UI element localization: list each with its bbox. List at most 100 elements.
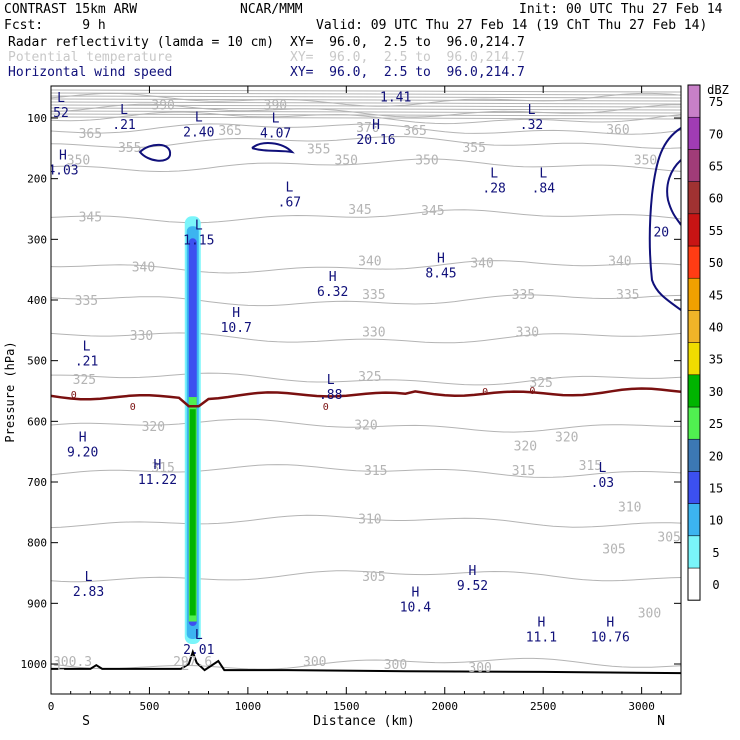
- theta-label: 340: [470, 256, 493, 271]
- field-name-theta: Potential temperature: [8, 50, 173, 65]
- colorbar-title: dBZ: [707, 83, 729, 97]
- theta-label: 330: [362, 326, 385, 341]
- wind-extremum-value: 11.1: [526, 631, 557, 646]
- colorbar-swatch: [687, 342, 701, 376]
- theta-label: 370: [356, 121, 379, 136]
- theta-label: 330: [516, 326, 539, 341]
- x-tick-label: 500: [140, 700, 160, 713]
- theta-label: 350: [415, 153, 438, 168]
- theta-label: 355: [307, 142, 330, 157]
- wind-extremum-marker: H: [79, 431, 87, 446]
- y-tick-label: 500: [27, 355, 47, 368]
- wind-extremum-marker: L: [85, 570, 93, 585]
- wind-extremum-marker: L: [195, 628, 203, 643]
- init-time: Init: 00 UTC Thu 27 Feb 14: [519, 2, 723, 17]
- wind-extremum-marker: L: [539, 167, 547, 182]
- zero-contour-label: 0: [71, 390, 77, 401]
- wind-extremum-value: 9.52: [457, 579, 488, 594]
- wind-extremum-marker: H: [437, 252, 445, 267]
- colorbar-level-label: 35: [709, 353, 723, 367]
- zero-contour-label: 0: [323, 402, 329, 413]
- theta-label: 355: [462, 141, 485, 156]
- theta-label: 325: [73, 373, 96, 388]
- field-name-reflectivity: Radar reflectivity (lamda = 10 cm): [8, 35, 275, 50]
- theta-upper-isentrope: [51, 89, 681, 93]
- theta-isentrope-300: [51, 657, 681, 670]
- wind-extremum-value: .21: [112, 118, 135, 133]
- field-xy-theta: XY= 96.0, 2.5 to 96.0,214.7: [290, 50, 525, 65]
- x-end-label-north: N: [657, 714, 665, 729]
- theta-label: 345: [79, 210, 102, 225]
- wind-extremum-marker: L: [528, 103, 536, 118]
- wind-extremum-marker: H: [537, 616, 545, 631]
- forecast-hour: Fcst: 9 h: [4, 18, 106, 33]
- wind-extremum-value: 2.83: [73, 585, 104, 600]
- y-tick-label: 200: [27, 173, 47, 186]
- wind-extremum-marker: H: [411, 585, 419, 600]
- theta-label: 345: [348, 203, 371, 218]
- theta-label: 330: [130, 329, 153, 344]
- theta-label: 365: [218, 124, 241, 139]
- wind-contour-right-inner: [666, 159, 681, 226]
- y-tick-label: 600: [27, 415, 47, 428]
- theta-isentrope-345: [51, 209, 681, 224]
- wind-extremum-marker: H: [372, 118, 380, 133]
- colorbar-level-label: 65: [709, 160, 723, 174]
- theta-upper-isentrope: [51, 104, 681, 108]
- wind-extremum-value: 10.76: [591, 631, 630, 646]
- terrain-line: [51, 648, 681, 675]
- theta-label: 365: [79, 127, 102, 142]
- theta-isentrope-330: [51, 332, 681, 344]
- colorbar-frame: [687, 84, 701, 601]
- theta-isentrope-315: [51, 464, 681, 478]
- theta-upper-isentrope: [51, 113, 681, 117]
- zero-contour: [51, 387, 681, 408]
- y-tick-label: 700: [27, 476, 47, 489]
- theta-label: 355: [118, 141, 141, 156]
- wind-extremum-marker: L: [83, 340, 91, 355]
- x-axis-label: Distance (km): [313, 714, 415, 729]
- theta-upper-isentrope: [51, 95, 681, 99]
- wind-extremum-value: 10.7: [221, 321, 252, 336]
- x-tick-label: 1500: [333, 700, 360, 713]
- theta-label: 315: [151, 461, 174, 476]
- theta-label: 305: [657, 531, 680, 546]
- colorbar-level-label: 0: [712, 578, 719, 592]
- wind-extremum-value: 9.20: [67, 446, 98, 461]
- field-xy-reflectivity: XY= 96.0, 2.5 to 96.0,214.7: [290, 35, 525, 50]
- colorbar-level-label: 45: [709, 288, 723, 302]
- colorbar-swatch: [687, 116, 701, 150]
- field-xy-wind: XY= 96.0, 2.5 to 96.0,214.7: [290, 65, 525, 80]
- theta-label: 320: [555, 431, 578, 446]
- wind-extremum-value: 8.45: [425, 267, 456, 282]
- zero-contour-label: 0: [482, 387, 488, 398]
- colorbar-level-label: 50: [709, 256, 723, 270]
- wind-extremum-marker: L: [285, 181, 293, 196]
- wind-extremum-value: .88: [319, 388, 342, 403]
- wind-extremum-value: 52: [53, 106, 69, 121]
- wind-extremum-value: 1.15: [183, 233, 214, 248]
- theta-label: 300: [384, 658, 407, 673]
- theta-label: 315: [512, 464, 535, 479]
- colorbar-swatch: [687, 181, 701, 215]
- theta-extremum-label: L: [181, 659, 189, 674]
- theta-label: 325: [358, 370, 381, 385]
- plot-frame: [50, 85, 682, 695]
- wind-extremum-value: 10.4: [400, 600, 431, 615]
- x-tick-label: 0: [48, 700, 55, 713]
- colorbar-swatch: [687, 213, 701, 247]
- theta-label: 315: [364, 464, 387, 479]
- theta-isentrope-335: [51, 294, 681, 307]
- y-tick-label: 100: [27, 112, 47, 125]
- colorbar-swatch: [687, 438, 701, 472]
- wind-extremum-value: 6.32: [317, 285, 348, 300]
- theta-label: 335: [616, 288, 639, 303]
- wind-extremum-value: 4.07: [260, 126, 291, 141]
- wind-contour-right-20: [648, 127, 681, 311]
- y-tick-label: 300: [27, 233, 47, 246]
- plot-layer: 390 390 365 365 370 365 360 355 355 355 350 350 350 3…: [51, 86, 681, 676]
- colorbar-swatch: [687, 245, 701, 279]
- colorbar-level-label: 25: [709, 417, 723, 431]
